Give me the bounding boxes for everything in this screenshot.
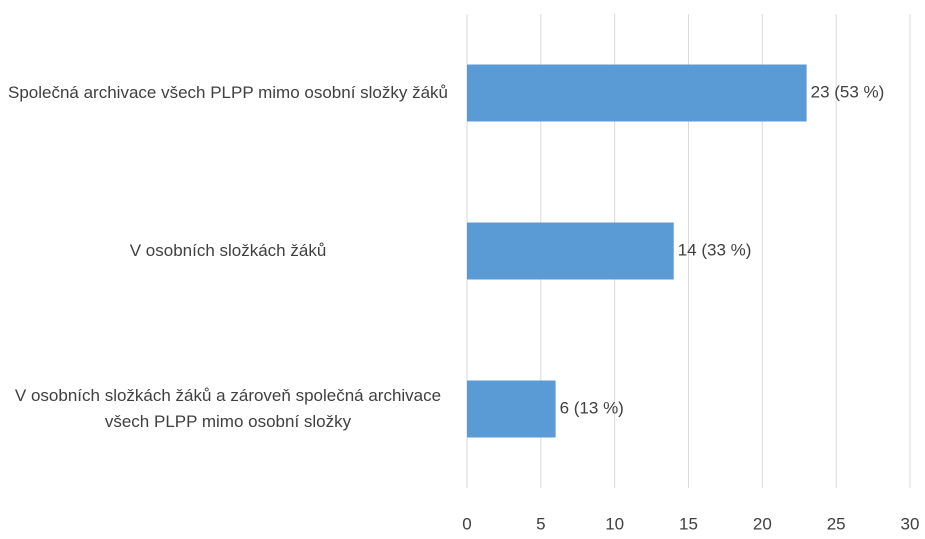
value-label: 14 (33 %) <box>678 240 752 259</box>
x-tick-label: 5 <box>536 514 545 533</box>
category-label: V osobních složkách žáků <box>129 241 327 260</box>
bar <box>467 222 674 280</box>
x-tick-label: 20 <box>753 514 772 533</box>
x-tick-label: 25 <box>827 514 846 533</box>
x-tick-label: 15 <box>679 514 698 533</box>
category-label: Společná archivace všech PLPP mimo osobn… <box>7 83 449 102</box>
x-tick-label: 30 <box>901 514 920 533</box>
bar <box>467 380 556 438</box>
value-label: 6 (13 %) <box>560 398 624 417</box>
x-tick-label: 0 <box>462 514 471 533</box>
bar <box>467 64 807 122</box>
value-label: 23 (53 %) <box>811 82 885 101</box>
x-tick-label: 10 <box>605 514 624 533</box>
category-label: V osobních složkách žáků a zároveň spole… <box>14 386 442 431</box>
